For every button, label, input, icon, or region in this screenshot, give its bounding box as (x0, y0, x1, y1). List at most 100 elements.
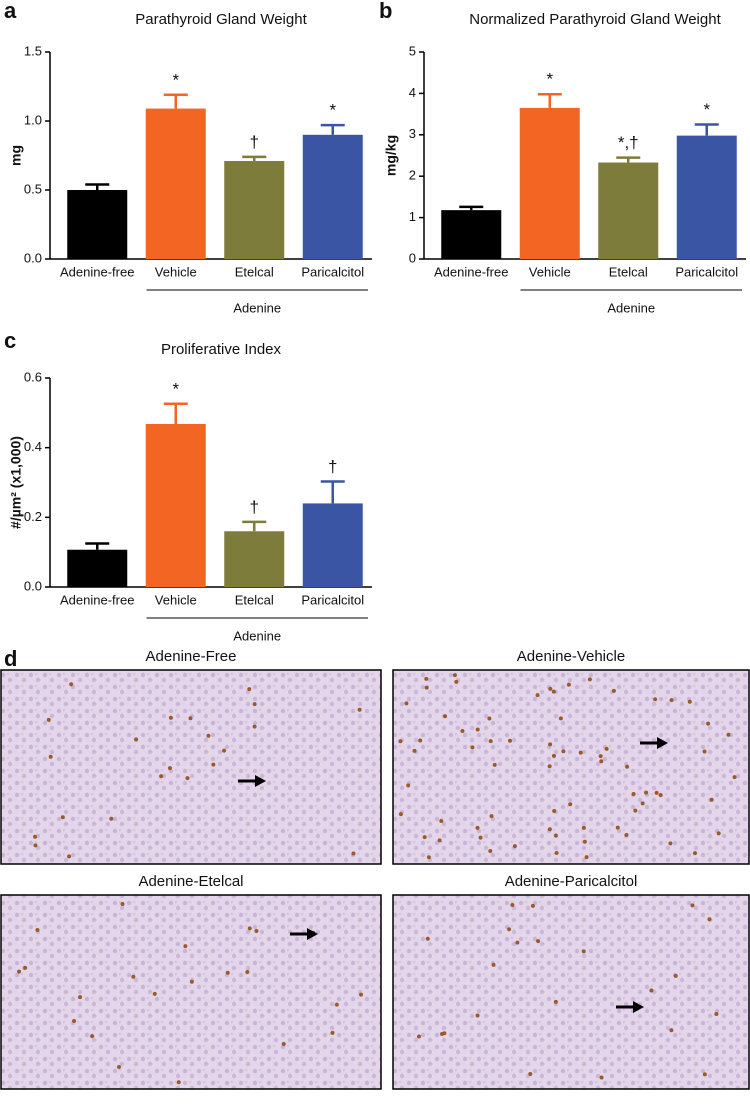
stained-nucleus (437, 838, 442, 843)
x-tick-label: Paricalcitol (301, 264, 364, 279)
stained-nucleus (615, 825, 620, 830)
group-label: Adenine (233, 300, 281, 315)
stained-nucleus (581, 949, 586, 954)
arrow-head (255, 775, 266, 787)
stained-nucleus (33, 834, 38, 839)
x-tick-label: Adenine-free (60, 592, 134, 607)
bar (441, 210, 502, 259)
significance-marker: * (703, 100, 710, 119)
stained-nucleus (222, 748, 227, 753)
micrograph (0, 669, 382, 865)
stained-nucleus (60, 815, 65, 820)
stained-nucleus (554, 850, 559, 855)
micrograph (0, 894, 382, 1090)
stained-nucleus (252, 724, 257, 729)
y-tick-label: 4 (409, 85, 416, 100)
y-tick-label: 3 (409, 126, 416, 141)
stained-nucleus (611, 688, 616, 693)
stained-nucleus (478, 835, 483, 840)
bar (519, 107, 580, 259)
micrograph-title: Adenine-Vehicle (517, 648, 625, 665)
stained-nucleus (599, 1075, 604, 1080)
stained-nucleus (176, 1080, 181, 1085)
micrograph-title: Adenine-Etelcal (138, 873, 243, 890)
stained-nucleus (418, 738, 423, 743)
stained-nucleus (553, 999, 558, 1004)
y-tick-label: 1 (409, 209, 416, 224)
stained-nucleus (581, 825, 586, 830)
y-tick-label: 0.4 (24, 439, 42, 454)
stained-nucleus (416, 1034, 421, 1039)
x-tick-label: Etelcal (235, 264, 274, 279)
stained-nucleus (515, 940, 520, 945)
x-tick-label: Paricalcitol (675, 264, 738, 279)
y-tick-label: 0.0 (24, 250, 42, 265)
bar (598, 162, 659, 259)
bar (302, 503, 363, 587)
bar (145, 423, 206, 587)
stained-nucleus (412, 748, 417, 753)
stained-nucleus (422, 835, 427, 840)
significance-marker: * (172, 379, 179, 398)
chart-title: Parathyroid Gland Weight (135, 11, 307, 28)
stained-nucleus (566, 682, 571, 687)
stained-nucleus (475, 1013, 480, 1018)
stained-nucleus (625, 764, 630, 769)
bar (224, 161, 285, 259)
micrograph-title: Adenine-Paricalcitol (505, 873, 638, 890)
stained-nucleus (454, 679, 459, 684)
stained-nucleus (507, 738, 512, 743)
significance-marker: * (546, 70, 553, 89)
stained-nucleus (690, 903, 695, 908)
stained-nucleus (189, 979, 194, 984)
x-tick-label: Paricalcitol (301, 592, 364, 607)
x-tick-label: Adenine-free (434, 264, 508, 279)
y-tick-label: 5 (409, 43, 416, 58)
stained-nucleus (359, 992, 364, 997)
stained-nucleus (732, 775, 737, 780)
y-axis-label: mg/kg (383, 135, 399, 176)
stained-nucleus (587, 677, 592, 682)
stained-nucleus (669, 1028, 674, 1033)
stained-nucleus (492, 762, 497, 767)
stained-nucleus (561, 749, 566, 754)
stained-nucleus (707, 917, 712, 922)
x-tick-label: Etelcal (609, 264, 648, 279)
stained-nucleus (624, 833, 629, 838)
stained-nucleus (548, 686, 553, 691)
stained-nucleus (604, 746, 609, 751)
x-tick-label: Adenine-free (60, 264, 134, 279)
stained-nucleus (131, 974, 136, 979)
significance-marker: * (172, 70, 179, 89)
stained-nucleus (334, 1002, 339, 1007)
stained-nucleus (669, 698, 674, 703)
stained-nucleus (398, 812, 403, 817)
stained-nucleus (67, 854, 72, 859)
stained-nucleus (687, 699, 692, 704)
bar (302, 134, 363, 259)
stained-nucleus (183, 944, 188, 949)
group-label: Adenine (607, 300, 655, 315)
stained-nucleus (654, 790, 659, 795)
stained-nucleus (424, 676, 429, 681)
stained-nucleus (552, 808, 557, 813)
bar (224, 531, 285, 587)
stained-nucleus (35, 928, 40, 933)
stained-nucleus (470, 745, 475, 750)
stained-nucleus (528, 1072, 533, 1077)
y-axis-label: mg (8, 145, 24, 166)
stained-nucleus (668, 841, 673, 846)
stained-nucleus (475, 727, 480, 732)
stained-nucleus (404, 701, 409, 706)
y-tick-label: 1.5 (24, 43, 42, 58)
stained-nucleus (254, 929, 259, 934)
stained-nucleus (225, 970, 230, 975)
stained-nucleus (631, 792, 636, 797)
x-tick-label: Vehicle (155, 592, 197, 607)
chart-title: Proliferative Index (161, 341, 282, 358)
stained-nucleus (78, 995, 83, 1000)
micrograph (392, 894, 750, 1090)
stained-nucleus (548, 742, 553, 747)
stained-nucleus (357, 707, 362, 712)
stained-nucleus (460, 728, 465, 733)
